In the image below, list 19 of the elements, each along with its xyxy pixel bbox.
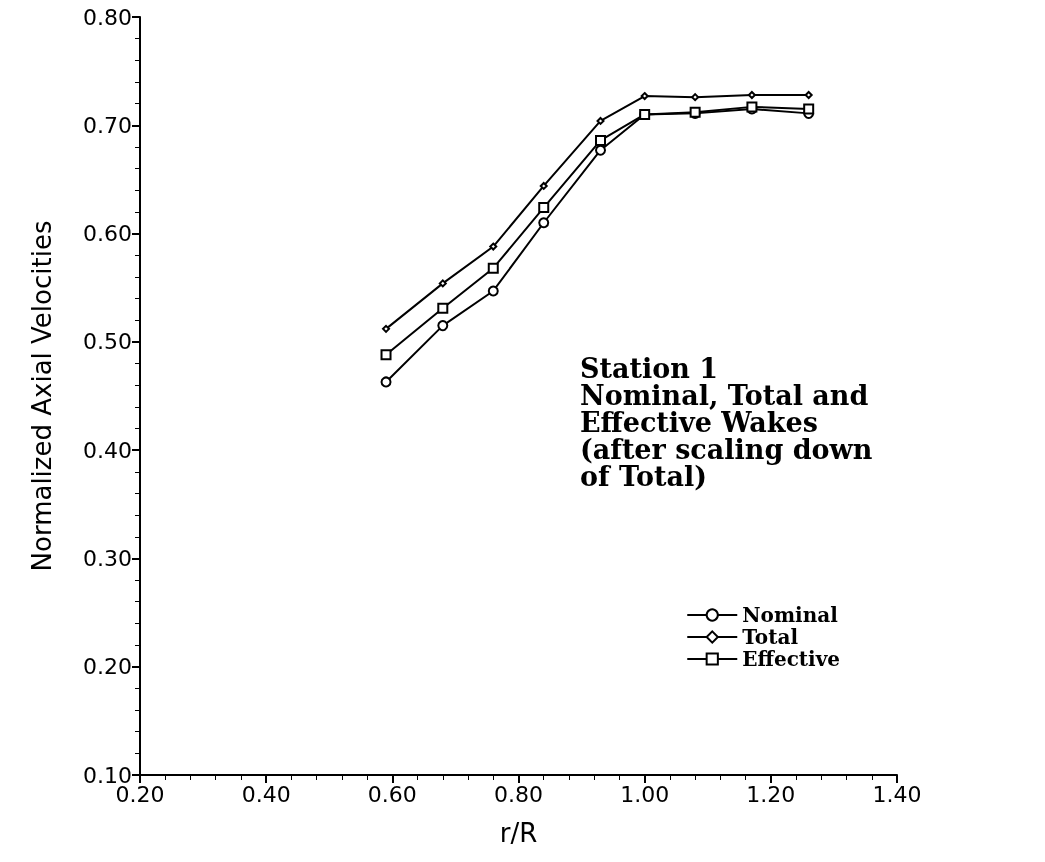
y-tick-label: 0.20 (83, 654, 132, 680)
y-tick-label: 0.80 (83, 4, 132, 30)
y-tick-label: 0.60 (83, 221, 132, 247)
legend-label: Effective (742, 647, 841, 671)
annotation: Station 1 Nominal, Total and Effective Wakes (after scaling down of Total) (580, 353, 873, 492)
x-tick-label: 0.60 (367, 781, 417, 807)
y-tick-label: 0.40 (83, 437, 132, 463)
x-tick-label: 0.80 (494, 781, 543, 807)
legend-label: Total (742, 625, 799, 649)
x-axis-title: r/R (499, 818, 538, 848)
x-tick-label: 0.40 (241, 781, 291, 807)
y-tick-label: 0.50 (83, 329, 132, 355)
y-tick-label: 0.30 (83, 545, 132, 571)
x-tick-label: 1.20 (746, 781, 796, 807)
y-axis-title: Normalized Axial Velocities (27, 220, 57, 572)
y-tick-label: 0.70 (83, 112, 132, 138)
x-tick-label: 1.00 (620, 781, 670, 807)
legend-label: Nominal (742, 603, 839, 627)
x-tick-label: 1.40 (872, 781, 922, 807)
